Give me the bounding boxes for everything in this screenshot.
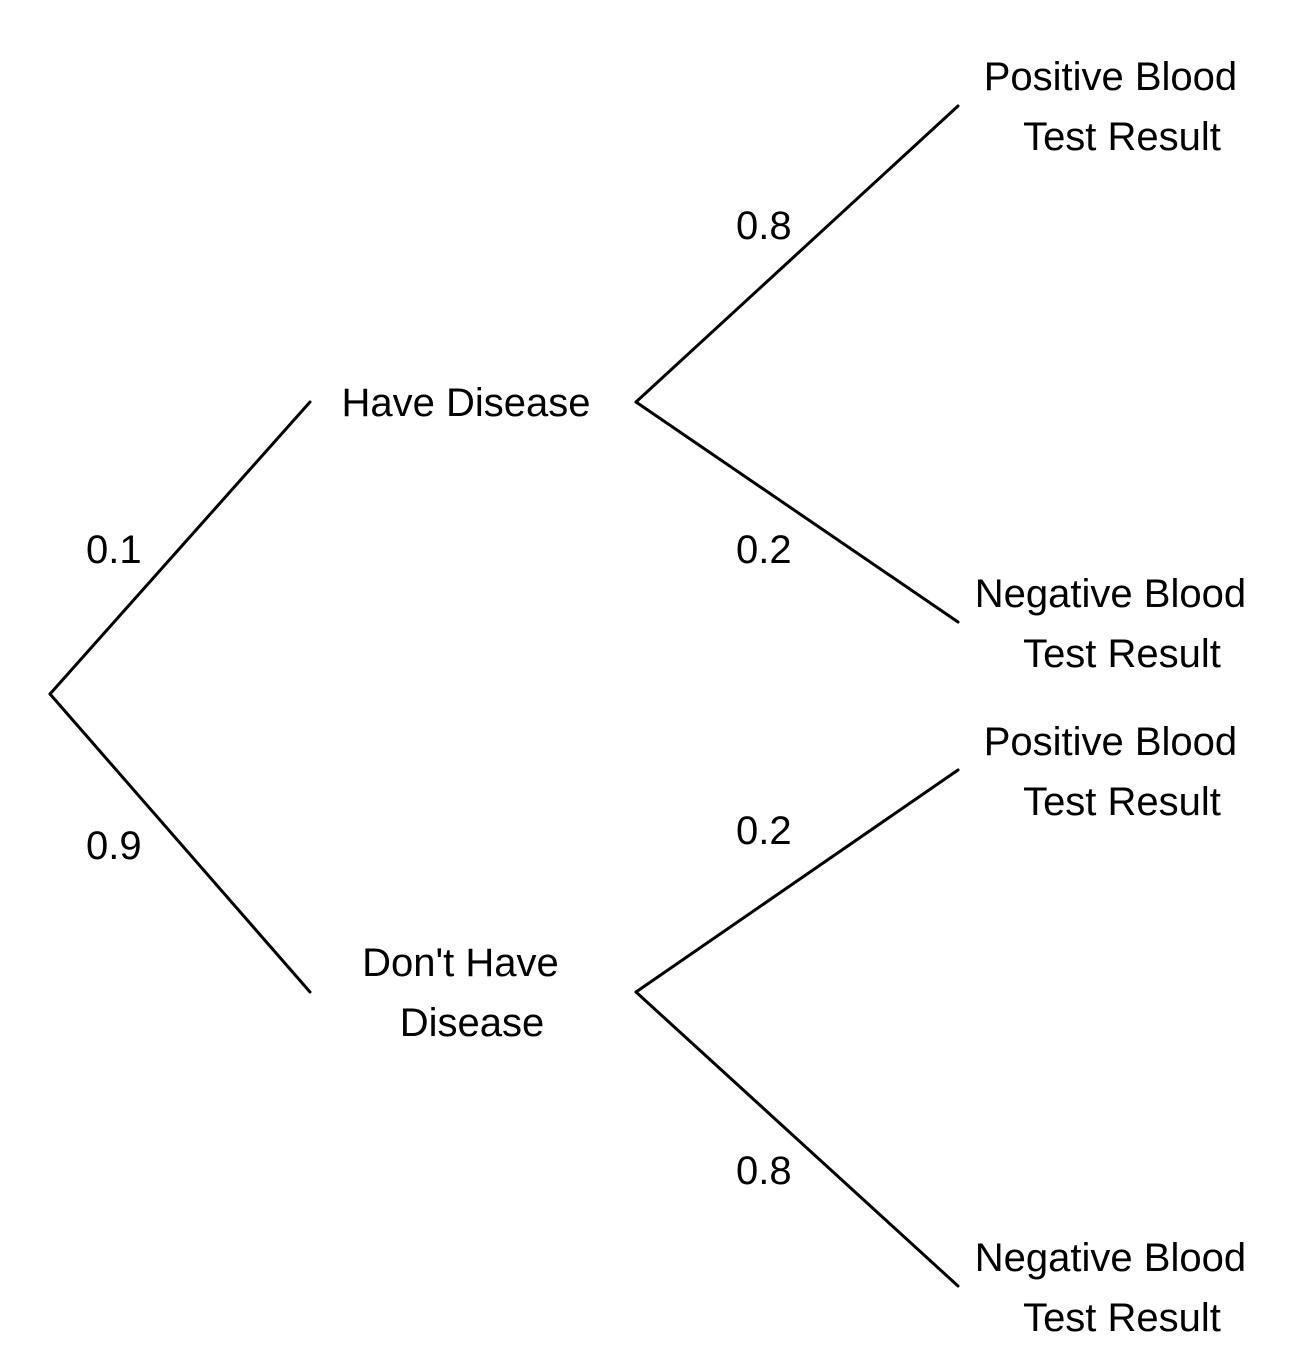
branch-have-to-positive xyxy=(634,104,960,404)
outcome-have-negative-line2: Test Result xyxy=(1023,632,1221,676)
outcome-dont-negative: Negative Blood Test Result xyxy=(975,1236,1257,1340)
outcome-dont-positive: Positive Blood Test Result xyxy=(984,720,1249,824)
branch-have-to-negative xyxy=(634,400,960,624)
probability-have-disease: 0.1 xyxy=(86,528,142,572)
outcome-dont-negative-line2: Test Result xyxy=(1023,1296,1221,1340)
outcome-dont-negative-line1: Negative Blood xyxy=(975,1236,1246,1280)
outcome-dont-positive-line2: Test Result xyxy=(1023,780,1221,824)
branch-root-to-have-disease xyxy=(48,400,312,696)
outcome-have-positive: Positive Blood Test Result xyxy=(984,55,1249,159)
node-dont-have-disease: Don't Have Disease xyxy=(362,941,570,1045)
node-have-disease: Have Disease xyxy=(341,381,590,425)
outcome-dont-positive-line1: Positive Blood xyxy=(984,720,1237,764)
probability-dont-have-disease: 0.9 xyxy=(86,824,142,868)
branch-dont-to-negative xyxy=(634,990,960,1288)
branch-root-to-dont-have-disease xyxy=(48,692,312,994)
outcome-have-negative: Negative Blood Test Result xyxy=(975,572,1257,676)
node-dont-have-disease-line2: Disease xyxy=(400,1001,545,1045)
probability-have-negative: 0.2 xyxy=(736,528,792,572)
probability-dont-positive: 0.2 xyxy=(736,809,792,853)
outcome-have-positive-line1: Positive Blood xyxy=(984,55,1237,99)
probability-have-positive: 0.8 xyxy=(736,204,792,248)
probability-dont-negative: 0.8 xyxy=(736,1149,792,1193)
outcome-have-positive-line2: Test Result xyxy=(1023,115,1221,159)
branch-dont-to-positive xyxy=(634,768,960,994)
outcome-have-negative-line1: Negative Blood xyxy=(975,572,1246,616)
node-dont-have-disease-line1: Don't Have xyxy=(362,941,559,985)
